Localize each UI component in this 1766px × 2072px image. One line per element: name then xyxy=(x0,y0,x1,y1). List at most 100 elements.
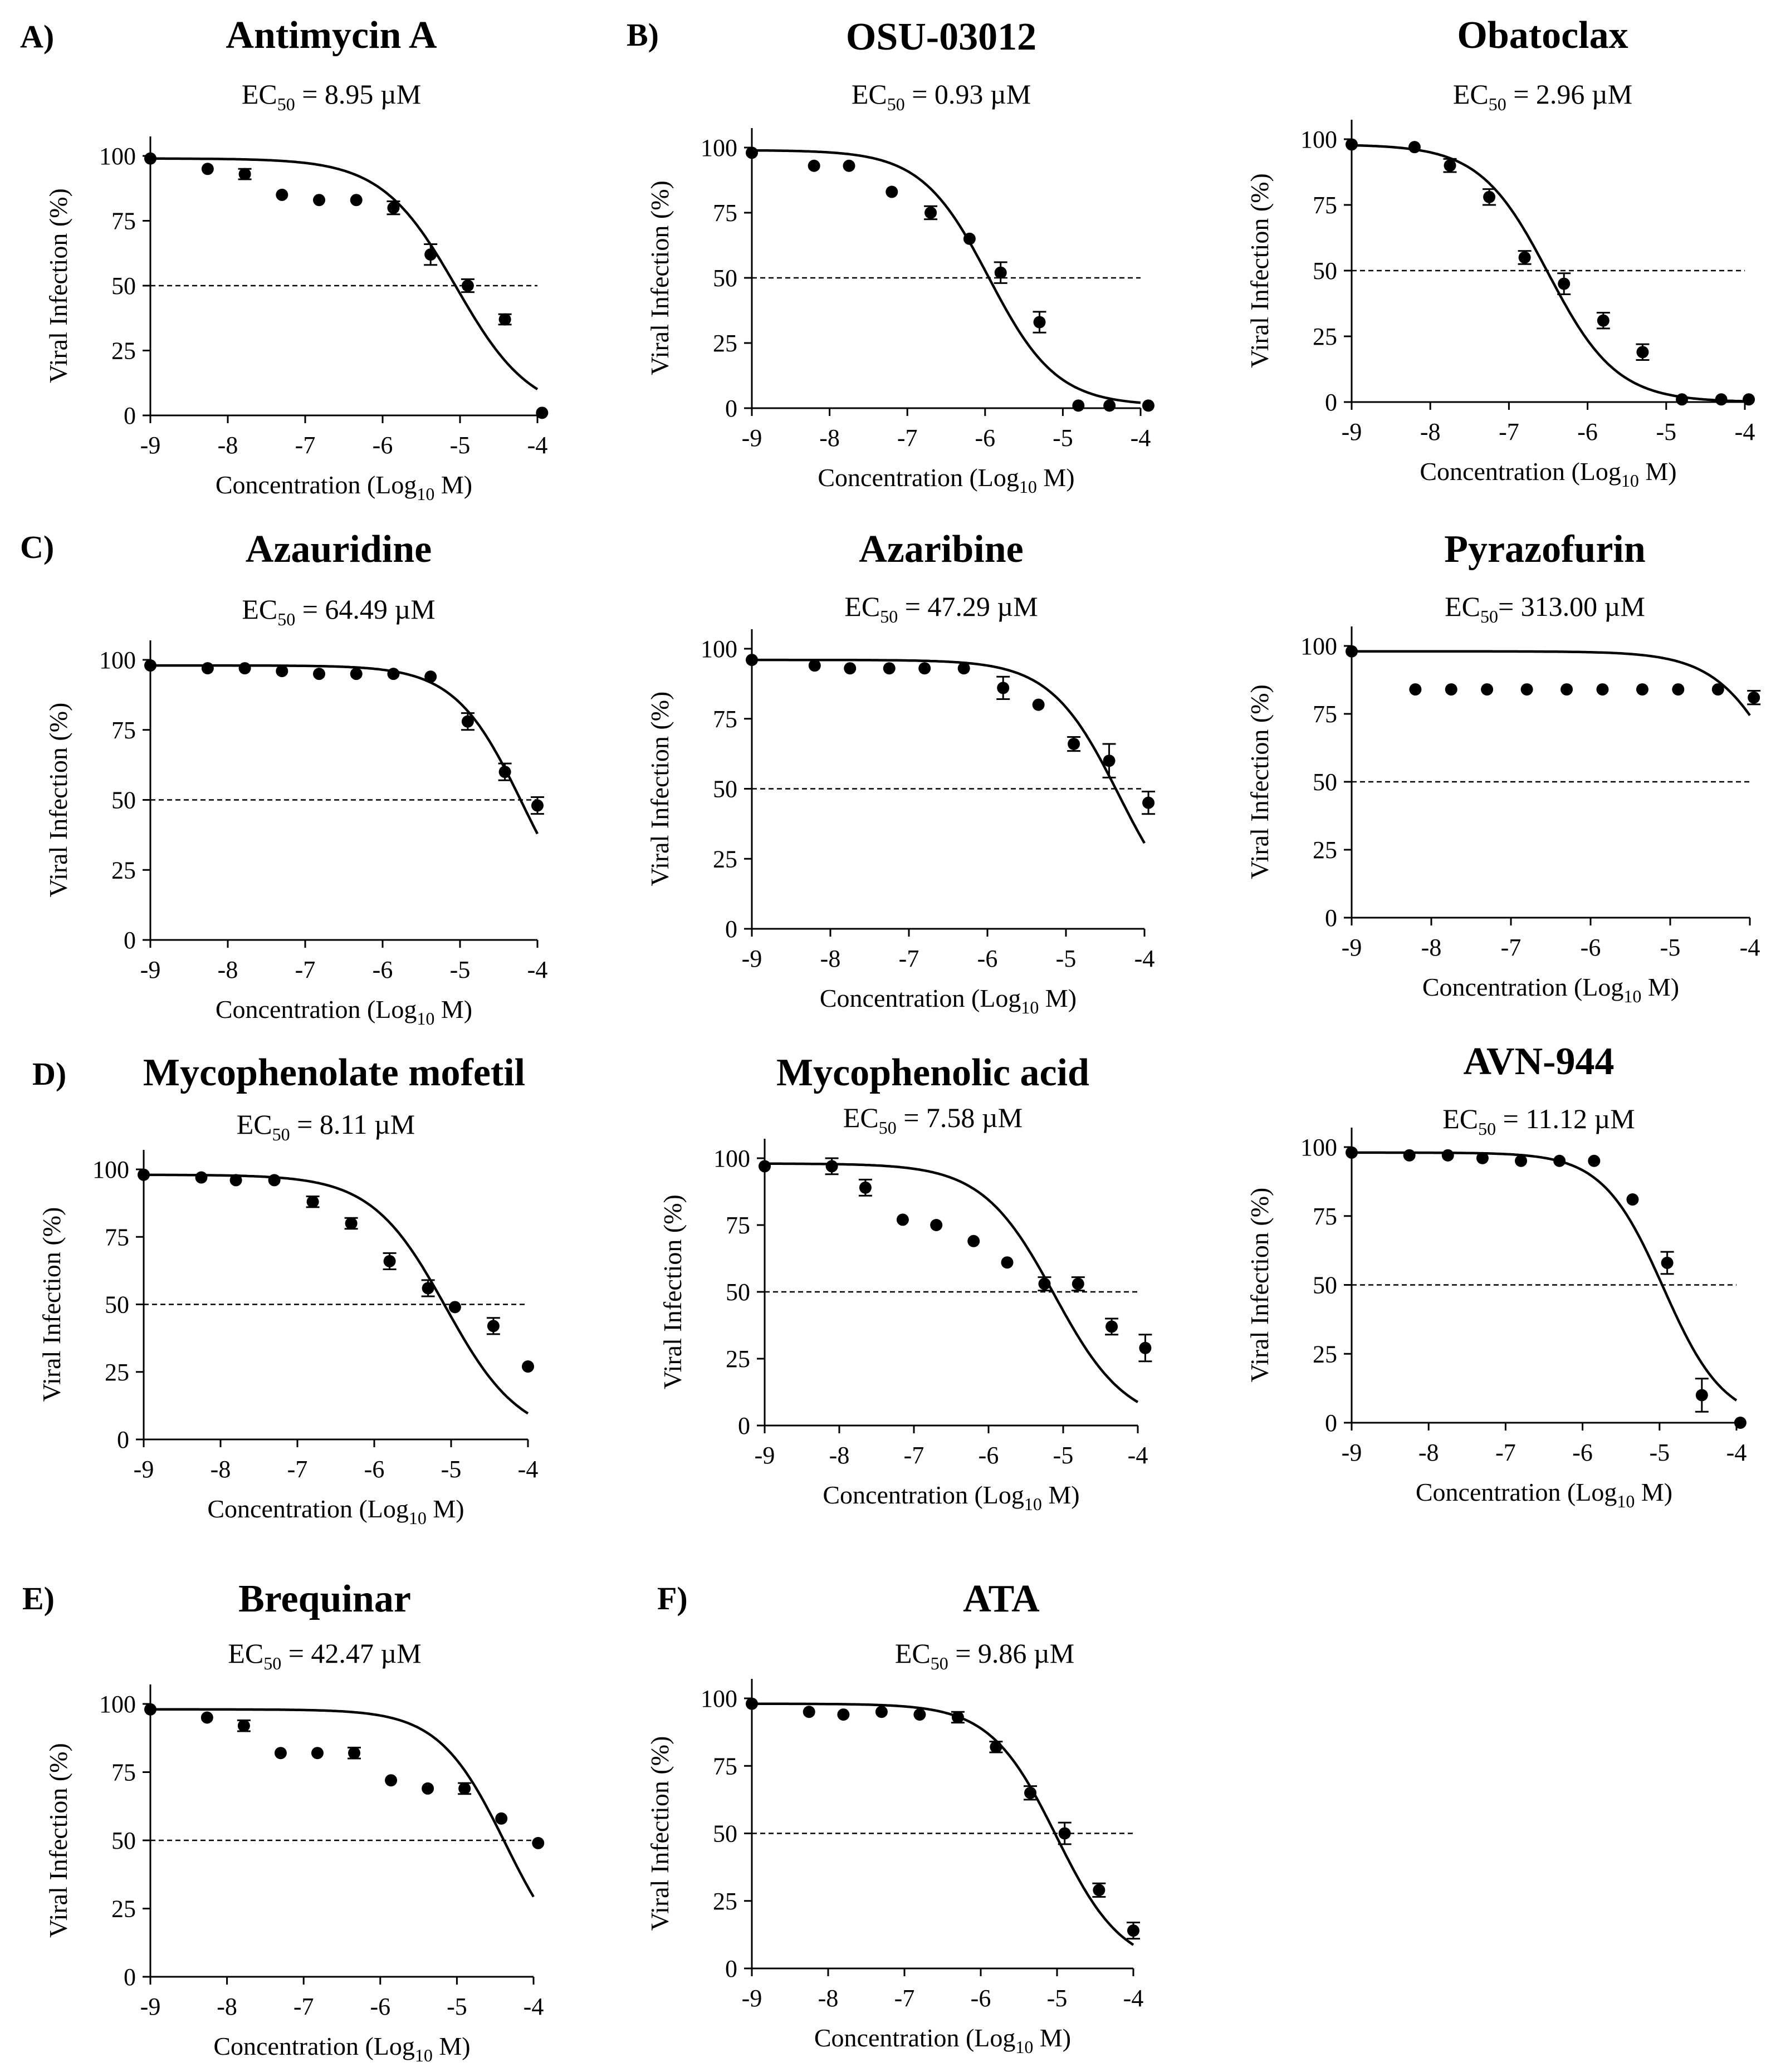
x-tick-label: -7 xyxy=(894,1985,915,2012)
data-point xyxy=(1515,1154,1528,1167)
ec50-label: EC50 = 42.47 µM xyxy=(228,1638,421,1673)
data-point xyxy=(201,163,214,175)
y-tick-label: 100 xyxy=(1300,126,1337,153)
data-point xyxy=(311,1747,324,1760)
y-tick-label: 0 xyxy=(1325,904,1337,932)
panel-letter: F) xyxy=(657,1580,688,1617)
x-tick-label: -9 xyxy=(134,1456,154,1483)
x-tick-label: -9 xyxy=(140,1993,161,2020)
data-point xyxy=(195,1171,208,1184)
data-point xyxy=(896,1213,909,1226)
data-point xyxy=(746,654,758,667)
data-point xyxy=(746,1697,758,1710)
data-point xyxy=(276,665,288,678)
chart-title: Azauridine xyxy=(246,528,432,571)
x-tick-label: -4 xyxy=(1740,934,1760,961)
data-point xyxy=(1058,1827,1071,1840)
x-tick-label: -4 xyxy=(1128,1442,1148,1469)
fitted-curve xyxy=(751,1702,1134,1946)
panel-letter: C) xyxy=(20,529,54,565)
x-axis-label: Concentration (Log10 M) xyxy=(814,2024,1071,2057)
data-point xyxy=(1445,683,1457,696)
y-tick-label: 0 xyxy=(124,927,136,954)
data-point xyxy=(498,766,511,778)
chart-panel-9: AVN-944 EC50 = 11.12 µM 0 25 50 75 100 -9 -8 -7 -6… xyxy=(1245,1040,1747,1511)
data-point xyxy=(229,1174,242,1187)
data-point xyxy=(238,662,251,675)
x-tick-label: -6 xyxy=(1572,1439,1593,1466)
x-tick-label: -4 xyxy=(527,432,548,459)
data-point xyxy=(350,668,363,680)
data-point xyxy=(1661,1256,1674,1269)
y-tick-label: 25 xyxy=(111,337,136,365)
data-point xyxy=(313,668,326,680)
x-tick-label: -7 xyxy=(897,424,918,452)
data-point xyxy=(808,659,821,672)
x-tick-label: -6 xyxy=(373,432,393,459)
y-tick-label: 75 xyxy=(1313,192,1337,219)
chart-title: AVN-944 xyxy=(1464,1040,1615,1083)
data-point xyxy=(1068,738,1080,751)
y-tick-label: 50 xyxy=(111,787,136,814)
x-axis-label: Concentration (Log10 M) xyxy=(1420,457,1676,491)
x-tick-label: -8 xyxy=(217,1993,237,2020)
y-tick-label: 25 xyxy=(1313,836,1337,864)
x-tick-label: -7 xyxy=(1499,418,1519,445)
x-tick-label: -9 xyxy=(742,1985,762,2012)
x-tick-label: -4 xyxy=(1123,1985,1144,2012)
y-tick-label: 100 xyxy=(713,1145,750,1172)
data-point xyxy=(918,662,931,675)
data-point xyxy=(1346,1146,1358,1159)
chart-panel-6: Pyrazofurin EC50= 313.00 µM 0 25 50 75 100 -9 -8… xyxy=(1245,528,1761,1006)
chart-panel-8: Mycophenolic acid EC50 = 7.58 µM 0 25 50 75 10… xyxy=(658,1051,1152,1514)
y-tick-label: 25 xyxy=(111,856,136,884)
data-point xyxy=(1748,691,1760,704)
x-tick-label: -6 xyxy=(975,424,995,452)
data-point xyxy=(1072,399,1085,412)
data-point xyxy=(1142,399,1154,412)
data-point xyxy=(532,1836,545,1849)
x-tick-label: -7 xyxy=(293,1993,314,2020)
y-tick-label: 50 xyxy=(1313,768,1337,796)
y-tick-label: 75 xyxy=(726,1212,750,1239)
y-axis-label: Viral Infection (%) xyxy=(44,703,72,898)
data-point xyxy=(1072,1277,1084,1290)
data-point xyxy=(306,1196,319,1208)
x-tick-label: -5 xyxy=(450,956,471,983)
x-tick-label: -9 xyxy=(742,424,762,452)
x-tick-label: -5 xyxy=(1053,1442,1074,1469)
y-tick-label: 75 xyxy=(1313,1203,1337,1230)
y-tick-label: 0 xyxy=(117,1426,129,1453)
x-tick-label: -5 xyxy=(1656,418,1676,445)
y-tick-label: 50 xyxy=(726,1279,750,1306)
y-axis-label: Viral Infection (%) xyxy=(37,1207,66,1402)
ec50-label: EC50 = 64.49 µM xyxy=(242,594,435,629)
data-point xyxy=(1444,159,1456,172)
x-axis-label: Concentration (Log10 M) xyxy=(823,1481,1079,1514)
x-axis-label: Concentration (Log10 M) xyxy=(216,995,472,1028)
data-point xyxy=(144,152,156,165)
x-tick-label: -7 xyxy=(295,956,316,983)
y-tick-label: 75 xyxy=(713,706,737,733)
chart-panel-10: E) Brequinar EC50 = 42.47 µM 0 25 50 75 100 -9 -8… xyxy=(22,1578,545,2065)
data-point xyxy=(498,313,511,326)
x-tick-label: -7 xyxy=(1495,1439,1516,1466)
x-axis-label: Concentration (Log10 M) xyxy=(820,984,1077,1017)
y-tick-label: 0 xyxy=(738,1412,750,1439)
y-tick-label: 0 xyxy=(1325,389,1337,416)
chart-panel-1: A) Antimycin A EC50 = 8.95 µM 0 25 50 75 100 -9 -… xyxy=(20,14,549,504)
data-point xyxy=(201,662,214,675)
data-point xyxy=(1596,683,1609,696)
x-tick-label: -4 xyxy=(527,956,548,983)
data-point xyxy=(461,280,474,292)
data-point xyxy=(387,668,400,680)
y-tick-label: 0 xyxy=(725,395,737,422)
x-axis-label: Concentration (Log10 M) xyxy=(216,471,472,504)
data-point xyxy=(875,1706,888,1718)
x-tick-label: -9 xyxy=(1342,1439,1362,1466)
data-point xyxy=(458,1782,471,1795)
chart-title: Brequinar xyxy=(238,1578,411,1620)
y-axis-label: Viral Infection (%) xyxy=(645,692,674,886)
x-tick-label: -6 xyxy=(1577,418,1598,445)
data-point xyxy=(268,1174,281,1187)
